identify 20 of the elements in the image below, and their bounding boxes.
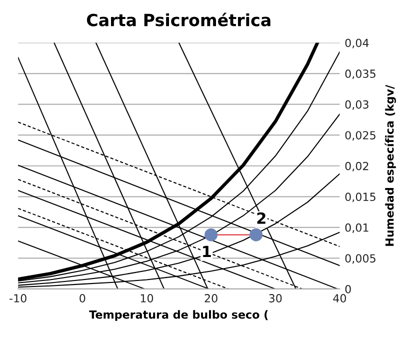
y-tick-label: 0,04 bbox=[345, 38, 369, 48]
annotation: 1 bbox=[203, 246, 211, 258]
x-axis-title: Temperatura de bulbo seco ( bbox=[89, 310, 268, 321]
x-tick-label: 20 bbox=[204, 294, 218, 302]
y-tick-label: 0,005 bbox=[345, 254, 376, 264]
x-tick-label: -10 bbox=[10, 294, 26, 302]
x-tick-label: 40 bbox=[333, 294, 346, 302]
y-tick-label: 0,02 bbox=[345, 162, 368, 172]
chart-title: Carta Psicrométrica bbox=[86, 12, 270, 26]
y-tick-label: 0,025 bbox=[345, 131, 376, 141]
x-tick-label: 30 bbox=[269, 294, 282, 302]
y-tick-label: 0 bbox=[345, 284, 351, 294]
annotation: 2 bbox=[257, 212, 266, 224]
x-tick-label: 10 bbox=[140, 294, 154, 302]
x-tick-label: 0 bbox=[80, 294, 86, 302]
y-axis-title: Humedad específica (kgv/ bbox=[384, 84, 396, 246]
y-tick-label: 0,03 bbox=[345, 100, 368, 110]
y-tick-label: 0,015 bbox=[345, 192, 376, 202]
y-tick-label: 0,035 bbox=[345, 70, 376, 80]
y-tick-label: 0,01 bbox=[345, 223, 368, 233]
